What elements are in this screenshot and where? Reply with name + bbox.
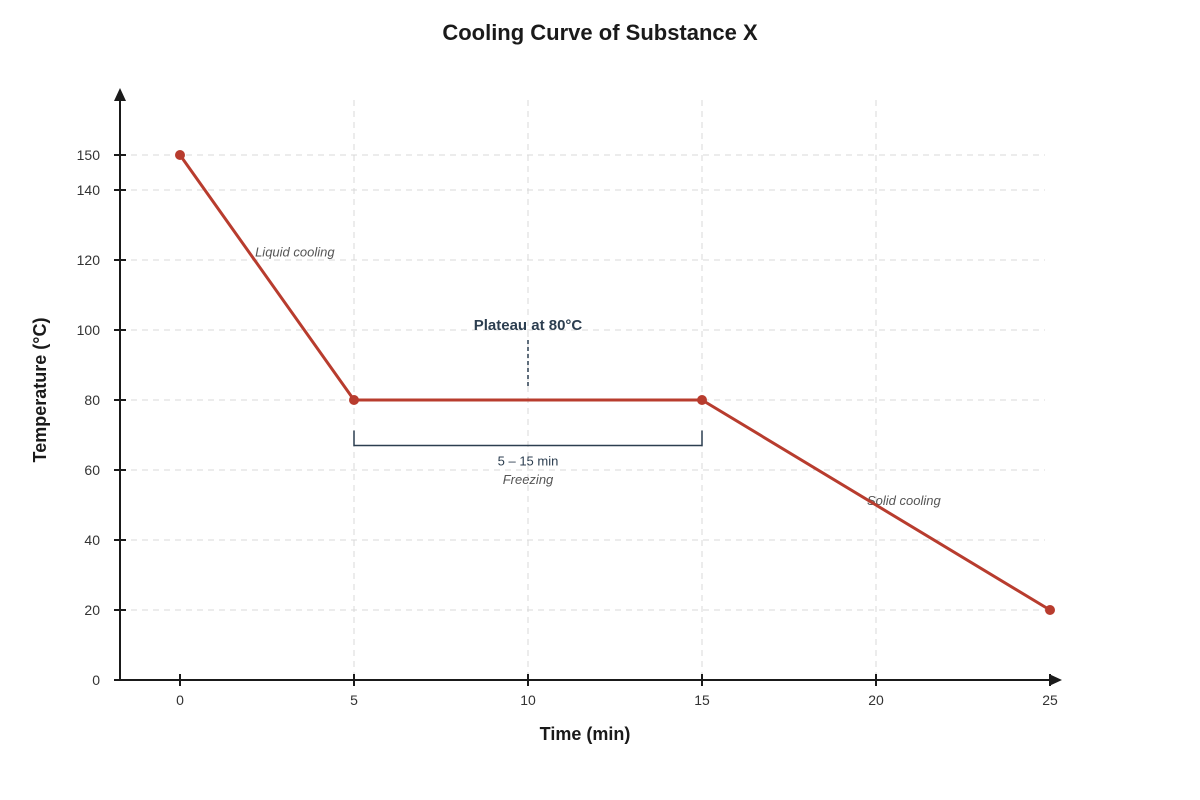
data-point xyxy=(175,150,185,160)
x-tick-label: 20 xyxy=(868,692,884,708)
x-axis-arrow-icon xyxy=(1049,674,1062,686)
annotation-plateau: Plateau at 80°C xyxy=(474,317,583,334)
y-tick-label: 60 xyxy=(84,462,100,478)
data-point xyxy=(697,395,707,405)
y-axis-label: Temperature (°C) xyxy=(30,318,50,463)
x-tick-label: 0 xyxy=(176,692,184,708)
y-tick-label: 140 xyxy=(77,182,101,198)
data-point xyxy=(349,395,359,405)
ticks: 0 20 40 60 80 100 120 140 150 0 5 10 15 20 25 xyxy=(77,147,1058,708)
y-tick-label: 0 xyxy=(92,672,100,688)
annotation-liquid-cooling: Liquid cooling xyxy=(255,245,335,260)
freezing-span-bracket xyxy=(353,430,703,447)
annotations: Liquid cooling Plateau at 80°C 5 – 15 mi… xyxy=(255,245,941,509)
x-tick-label: 10 xyxy=(520,692,536,708)
y-tick-label: 40 xyxy=(84,532,100,548)
x-axis-label: Time (min) xyxy=(540,724,631,744)
annotation-freezing: Freezing xyxy=(503,472,554,487)
y-tick-label: 100 xyxy=(77,322,101,338)
y-tick-label: 20 xyxy=(84,602,100,618)
x-tick-label: 15 xyxy=(694,692,710,708)
data-point xyxy=(1045,605,1055,615)
x-tick-label: 25 xyxy=(1042,692,1058,708)
y-tick-label: 150 xyxy=(77,147,101,163)
annotation-solid-cooling: Solid cooling xyxy=(867,493,941,508)
axes xyxy=(114,88,1062,686)
y-tick-label: 80 xyxy=(84,392,100,408)
x-tick-label: 5 xyxy=(350,692,358,708)
y-axis-arrow-icon xyxy=(114,88,126,101)
y-tick-label: 120 xyxy=(77,252,101,268)
chart-title: Cooling Curve of Substance X xyxy=(442,20,758,45)
grid-lines xyxy=(120,100,1045,680)
series xyxy=(175,150,1055,615)
series-line xyxy=(178,154,1051,612)
annotation-freezing-span: 5 – 15 min xyxy=(498,454,559,469)
